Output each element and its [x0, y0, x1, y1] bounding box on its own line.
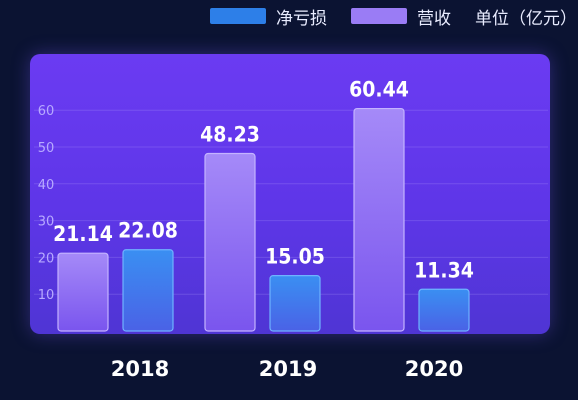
data-label-revenue-2018: 21.14 [53, 222, 113, 246]
legend-label-revenue: 营收 [417, 8, 451, 29]
legend-label-net-loss: 净亏损 [276, 8, 327, 29]
bar-net-loss-2020 [418, 288, 470, 332]
y-tick-10: 10 [38, 288, 55, 303]
bar-revenue-2018 [57, 252, 109, 332]
legend: 净亏损 营收 单位（亿元） [210, 4, 577, 29]
data-labels: 21.14 48.23 60.44 22.08 15.05 11.34 [53, 78, 474, 283]
legend-unit: 单位（亿元） [475, 4, 577, 29]
data-label-net-loss-2020: 11.34 [414, 258, 474, 282]
data-label-revenue-2020: 60.44 [349, 78, 409, 102]
data-label-net-loss-2019: 15.05 [265, 245, 325, 269]
y-tick-40: 40 [38, 178, 55, 193]
bar-revenue-2019 [204, 152, 256, 332]
unit-label: 单位（亿元） [475, 8, 577, 29]
x-tick-2020: 2020 [405, 357, 463, 381]
bar-net-loss-2019 [269, 275, 321, 332]
legend-item-revenue: 营收 [351, 4, 451, 29]
bar-revenue-2020 [353, 107, 405, 332]
x-axis: 2018 2019 2020 [111, 357, 463, 381]
x-tick-2019: 2019 [259, 357, 317, 381]
y-tick-60: 60 [38, 104, 55, 119]
y-axis: 10 20 30 40 50 60 [38, 104, 55, 303]
y-tick-30: 30 [38, 215, 55, 230]
bars [57, 107, 470, 332]
legend-swatch-net-loss [210, 8, 266, 24]
legend-item-net-loss: 净亏损 [210, 4, 327, 29]
data-label-net-loss-2018: 22.08 [118, 219, 178, 243]
y-tick-50: 50 [38, 141, 55, 156]
y-tick-20: 20 [38, 251, 55, 266]
legend-swatch-revenue [351, 8, 407, 24]
data-label-revenue-2019: 48.23 [200, 123, 260, 147]
x-tick-2018: 2018 [111, 357, 169, 381]
bar-net-loss-2018 [122, 249, 174, 332]
